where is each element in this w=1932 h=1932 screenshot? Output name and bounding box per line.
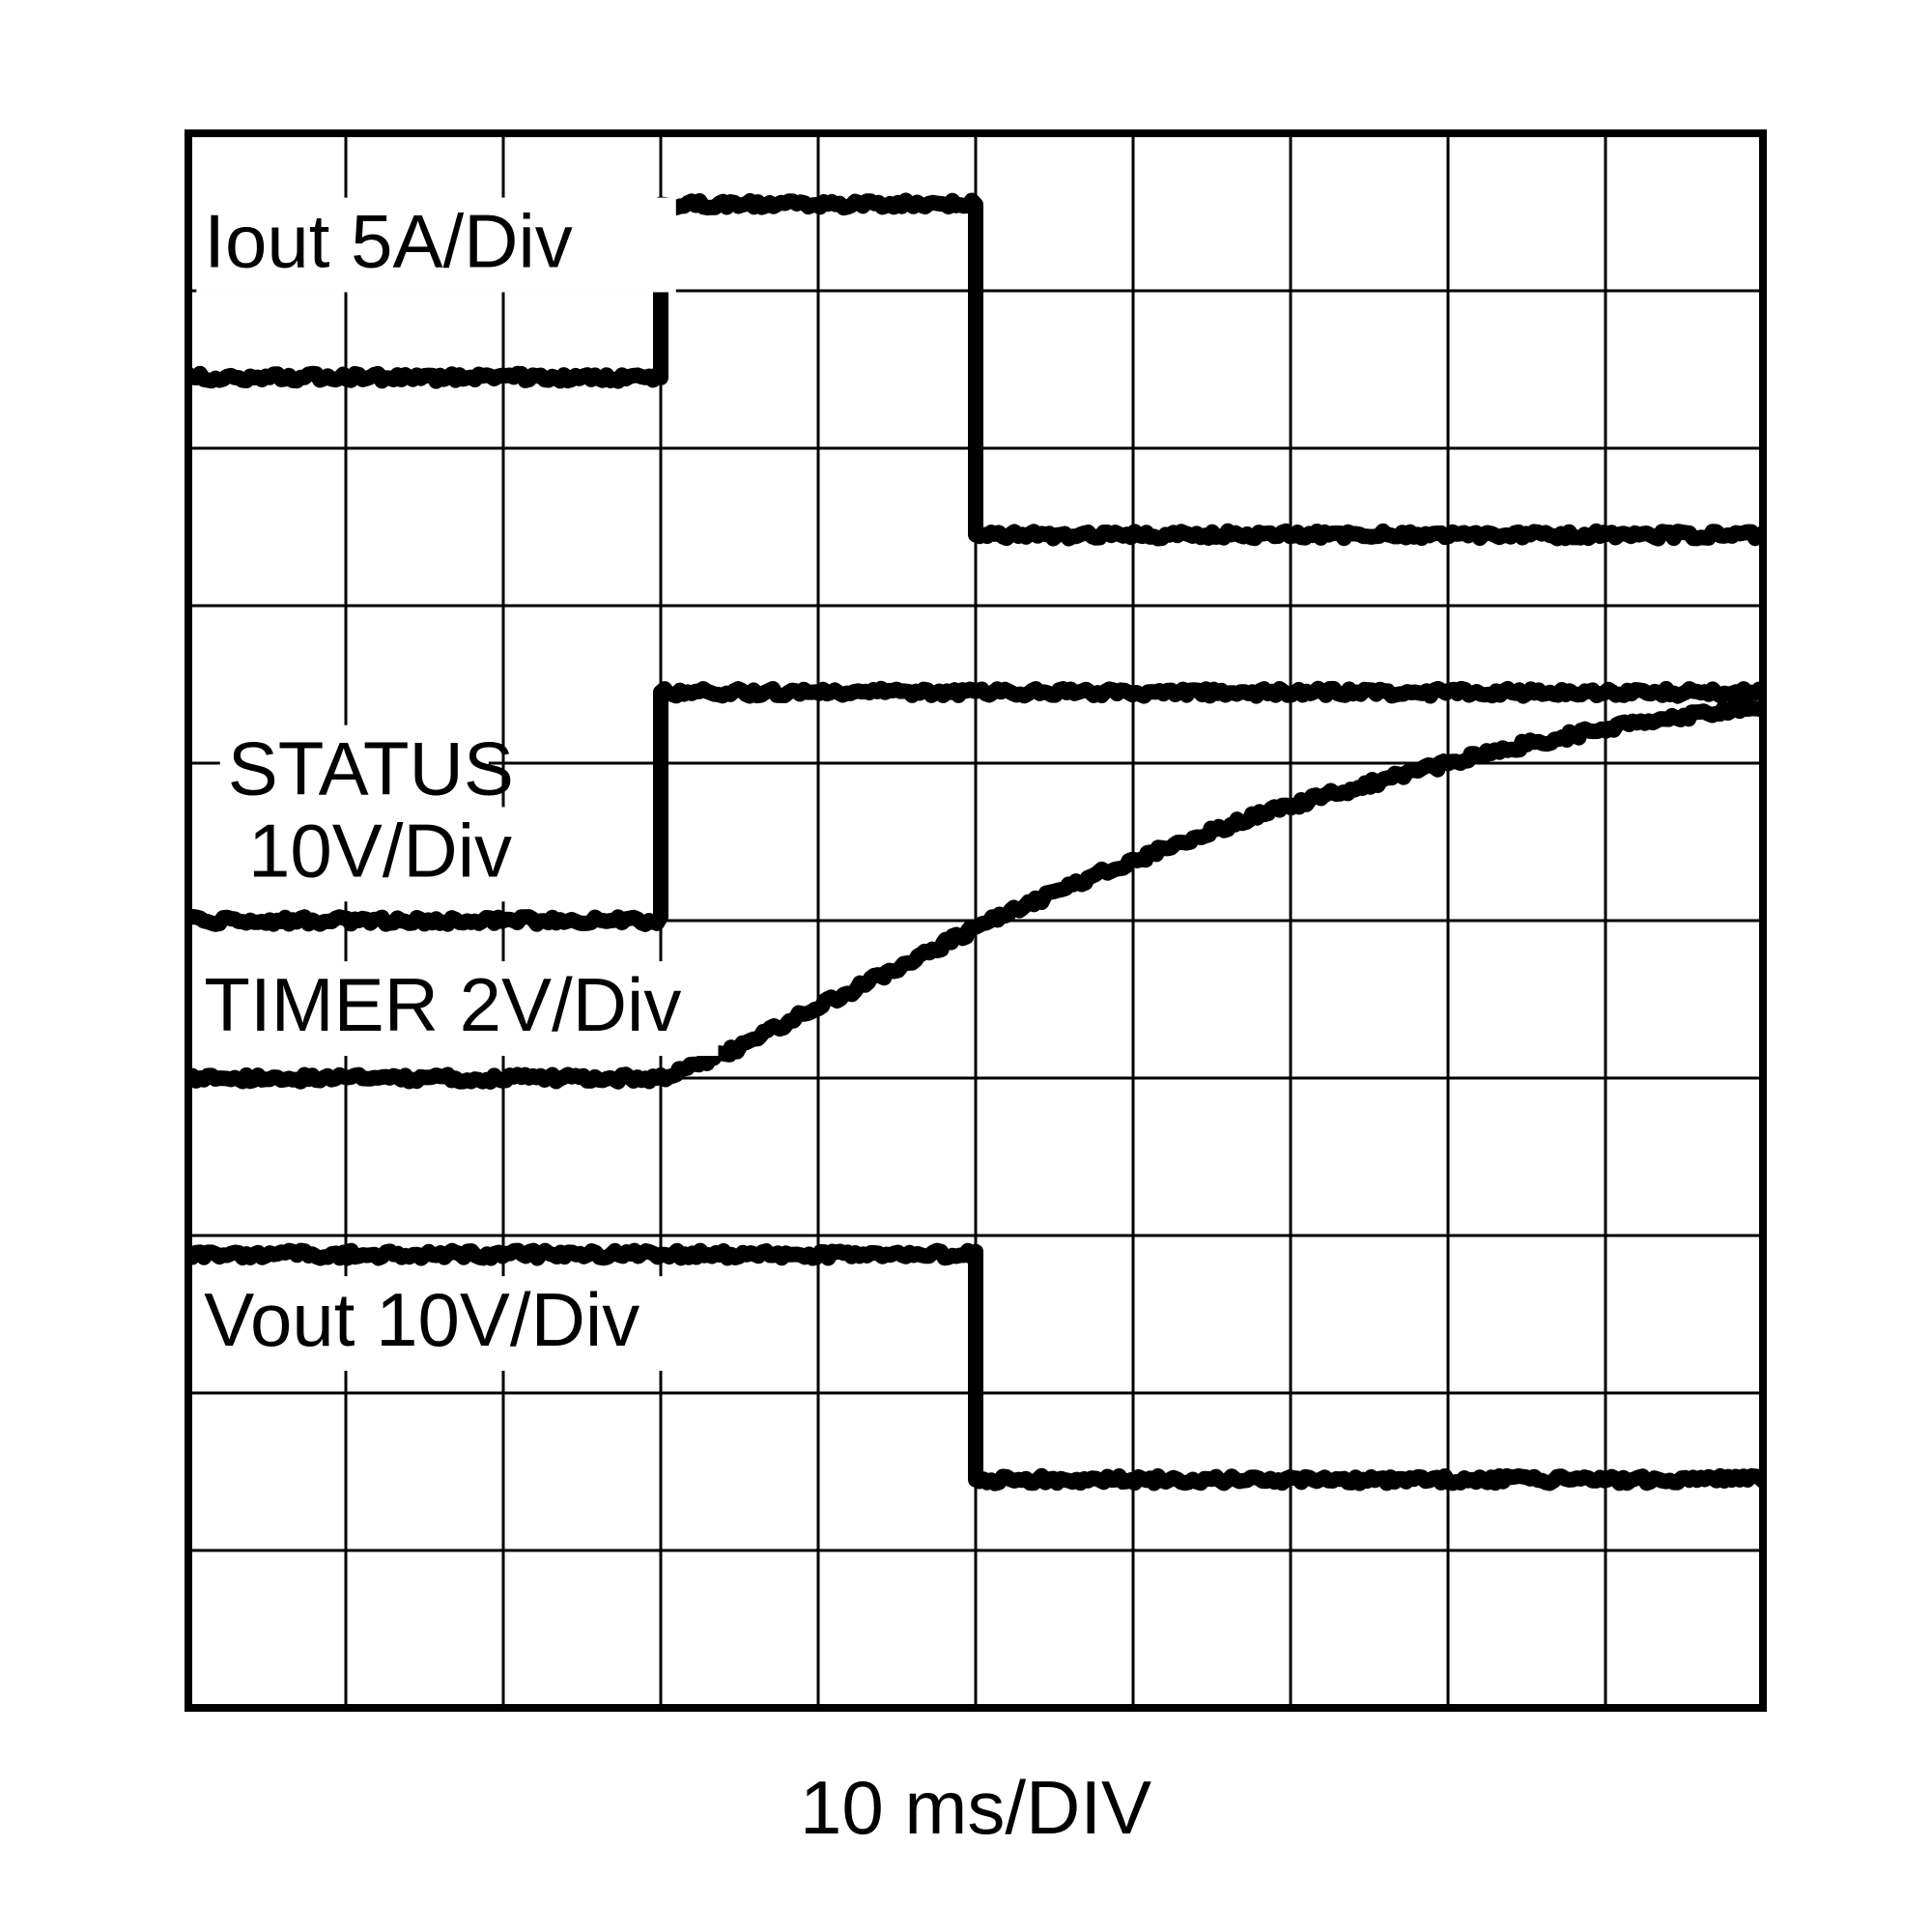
label-vout: Vout 10V/Div [204, 1277, 639, 1362]
oscilloscope-chart: Iout 5A/Div STATUS10V/Div TIMER 2V/Div Vout… [0, 0, 1932, 1932]
label-status: STATUS [228, 726, 514, 811]
label-iout: Iout 5A/Div [204, 199, 573, 284]
x-axis-label: 10 ms/DIV [800, 1765, 1151, 1850]
label-timer: TIMER 2V/Div [204, 962, 681, 1047]
label-status-2: 10V/Div [248, 808, 512, 893]
